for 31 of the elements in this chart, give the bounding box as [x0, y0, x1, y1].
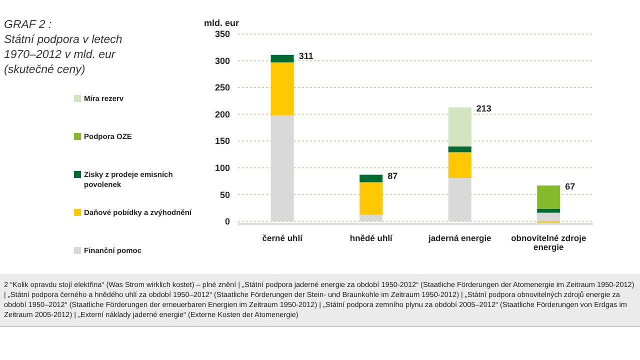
- text: GRAF 2 : Státní podpora v letech 1970–2012 v mld. eur (skutečné ceny): [4, 18, 122, 78]
- total-label: 311: [298, 50, 314, 61]
- y-tick-label: 350: [214, 29, 230, 40]
- bar: [270, 115, 294, 222]
- bar: [537, 209, 560, 213]
- y-tick-label: 150: [214, 136, 230, 146]
- bar: [448, 107, 472, 146]
- bar: [448, 178, 472, 222]
- bar: [360, 174, 383, 182]
- x-tick-label: obnovitelné zdroje energie: [511, 233, 586, 252]
- total-label: 87: [388, 170, 398, 181]
- bar: [270, 54, 294, 62]
- x-tick-label: hnědé uhlí: [350, 233, 394, 243]
- y-tick-label: 50: [220, 190, 230, 200]
- y-axis-title: mld. eur: [204, 18, 240, 28]
- bar: [270, 62, 294, 116]
- y-tick-label: 0: [224, 216, 230, 227]
- bar: [360, 214, 383, 222]
- y-tick-label: 250: [214, 82, 230, 93]
- x-tick-label: jaderná energie: [427, 233, 492, 243]
- total-label: 213: [476, 103, 492, 114]
- bar: [360, 182, 383, 215]
- bar: [448, 152, 472, 178]
- bar: [448, 146, 472, 152]
- y-tick-label: 200: [214, 109, 230, 120]
- x-tick-label: černé uhlí: [262, 233, 304, 243]
- bar: [537, 212, 560, 222]
- bar: [537, 185, 560, 210]
- total-label: 67: [565, 181, 576, 192]
- y-tick-label: 300: [214, 56, 230, 66]
- y-tick-label: 100: [214, 163, 230, 173]
